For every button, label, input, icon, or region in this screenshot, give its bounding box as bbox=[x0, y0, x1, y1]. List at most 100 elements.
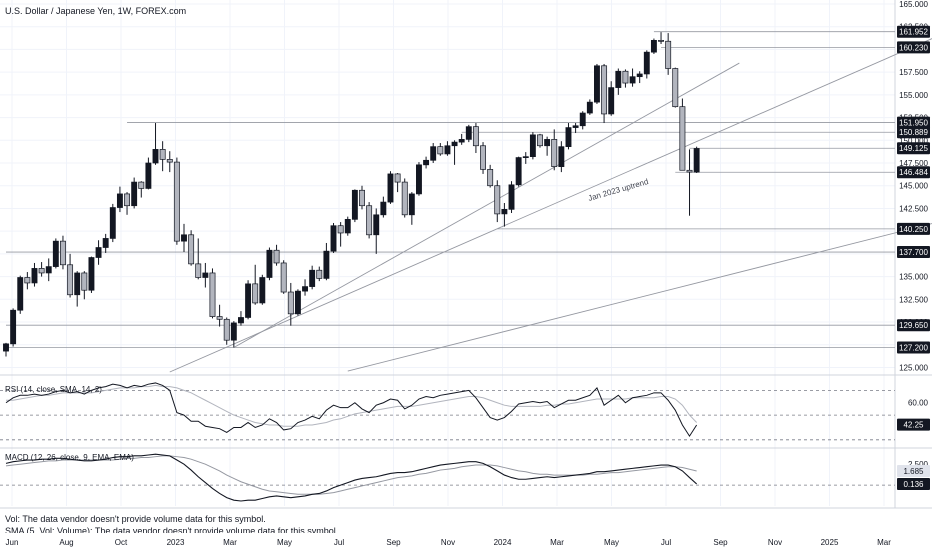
macd-title: MACD (12, 26, close, 9, EMA, EMA) bbox=[5, 453, 134, 462]
candle bbox=[202, 262, 209, 288]
candle bbox=[480, 142, 486, 174]
candle-body bbox=[10, 309, 17, 345]
candle bbox=[416, 162, 422, 196]
candle-body bbox=[444, 145, 451, 155]
y-tick-label: 135.000 bbox=[899, 273, 928, 282]
candle bbox=[45, 258, 52, 282]
candle-body bbox=[522, 156, 529, 159]
price-label: 149.125 bbox=[899, 144, 928, 153]
candle-body bbox=[565, 127, 572, 148]
candle-body bbox=[166, 159, 173, 163]
candle bbox=[344, 216, 351, 236]
candle-body bbox=[88, 257, 95, 291]
candle-body bbox=[67, 264, 74, 296]
candle bbox=[472, 123, 479, 154]
candle-body bbox=[74, 272, 81, 296]
candle bbox=[223, 317, 230, 345]
candle bbox=[558, 141, 565, 173]
x-tick-label: Nov bbox=[768, 538, 782, 547]
candle bbox=[537, 133, 543, 148]
candle bbox=[579, 111, 586, 130]
candle bbox=[359, 185, 365, 210]
candle bbox=[159, 141, 166, 172]
macd-tick-label: 2.500 bbox=[908, 460, 929, 469]
macd-signal-line bbox=[5, 455, 697, 495]
price-label: 160.230 bbox=[899, 43, 928, 52]
candle-body bbox=[408, 193, 415, 216]
candle bbox=[60, 235, 66, 270]
candle bbox=[124, 192, 130, 215]
volume-notice: Vol: The data vendor doesn't provide vol… bbox=[5, 514, 266, 524]
price-label-box bbox=[897, 126, 930, 139]
candle bbox=[487, 164, 494, 188]
candle-body bbox=[195, 263, 202, 278]
grid-layer bbox=[0, 0, 932, 509]
candle-body bbox=[537, 134, 543, 147]
candle-body bbox=[480, 145, 486, 170]
candle-body bbox=[494, 185, 501, 215]
candle bbox=[451, 140, 458, 165]
candle bbox=[316, 266, 323, 282]
candle bbox=[430, 143, 437, 164]
price-label-box bbox=[897, 142, 930, 155]
y-tick-label: 125.000 bbox=[899, 363, 928, 372]
candle-body bbox=[544, 139, 551, 147]
candle bbox=[3, 342, 9, 357]
candles-layer[interactable] bbox=[3, 32, 700, 357]
candle-body bbox=[458, 139, 465, 143]
candle bbox=[401, 178, 408, 218]
candle-body bbox=[152, 149, 159, 164]
candle-body bbox=[60, 240, 66, 266]
x-tick-label: May bbox=[277, 538, 292, 547]
candle-body bbox=[373, 214, 380, 236]
trendline bbox=[169, 38, 932, 373]
candle bbox=[572, 123, 579, 134]
candle-body bbox=[636, 73, 643, 78]
candle-body bbox=[558, 146, 565, 167]
candle bbox=[608, 81, 615, 116]
candle bbox=[387, 171, 394, 204]
candle bbox=[287, 282, 294, 326]
candle bbox=[565, 123, 572, 150]
price-label: 161.952 bbox=[899, 28, 928, 37]
candle-body bbox=[679, 106, 686, 171]
candle-body bbox=[294, 290, 301, 315]
candle bbox=[693, 146, 700, 174]
candle bbox=[586, 99, 593, 115]
candle-body bbox=[316, 269, 323, 279]
candle bbox=[337, 222, 344, 247]
candle-body bbox=[52, 240, 59, 267]
jan-2023-uptrend-line bbox=[233, 62, 740, 348]
candle-body bbox=[529, 134, 536, 158]
candle bbox=[109, 203, 116, 243]
candle-body bbox=[323, 250, 330, 279]
price-label: 150.889 bbox=[899, 128, 928, 137]
candle bbox=[629, 68, 636, 87]
candle-body bbox=[45, 266, 52, 274]
candle bbox=[102, 233, 109, 253]
candle-body bbox=[622, 70, 629, 84]
candle bbox=[245, 280, 252, 320]
candle bbox=[24, 272, 31, 290]
candle bbox=[88, 256, 95, 293]
candle-body bbox=[643, 51, 650, 75]
y-tick-label: 132.500 bbox=[899, 295, 928, 304]
candle bbox=[252, 264, 259, 305]
candle bbox=[131, 177, 138, 209]
candle-body bbox=[309, 269, 316, 287]
candle bbox=[622, 69, 629, 88]
macd-value-box bbox=[897, 465, 930, 477]
candle bbox=[665, 33, 672, 75]
candle-body bbox=[366, 205, 373, 236]
candle-body bbox=[202, 272, 209, 278]
candle bbox=[444, 141, 451, 156]
x-tick-label: Sep bbox=[386, 538, 401, 547]
x-tick-label: 2024 bbox=[494, 538, 512, 547]
x-tick-label: Sep bbox=[713, 538, 728, 547]
x-tick-label: May bbox=[604, 538, 619, 547]
trendline bbox=[347, 223, 932, 372]
candle-body bbox=[124, 193, 130, 207]
candle bbox=[216, 304, 223, 327]
